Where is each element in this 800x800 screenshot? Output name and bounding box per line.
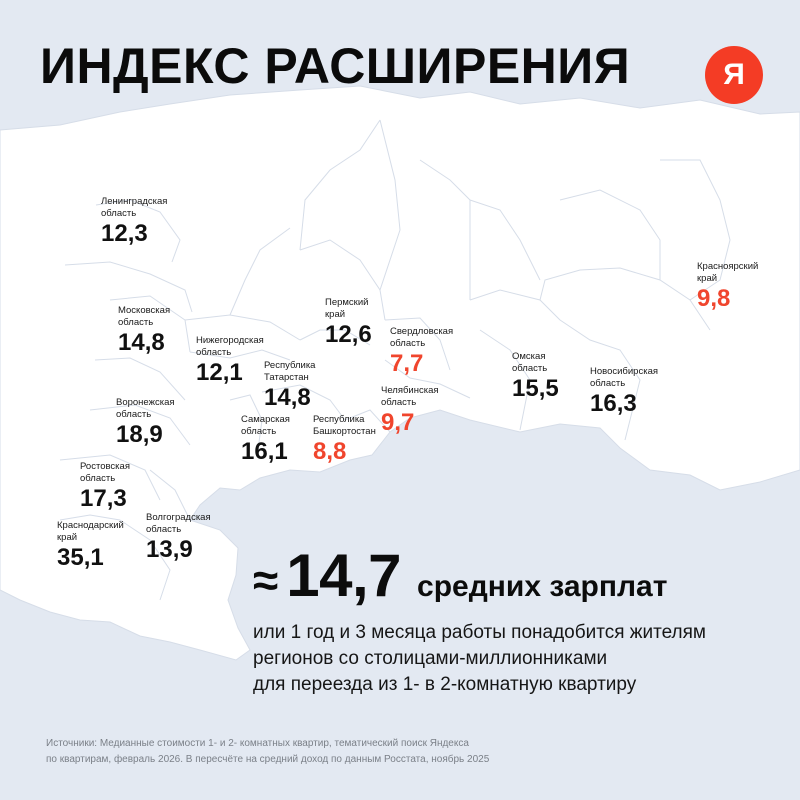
region-name: Омская область <box>512 351 548 374</box>
region-name: Красноярский край <box>697 261 759 284</box>
approx-sign: ≈ <box>253 554 279 606</box>
region-name: Республика Татарстан <box>264 360 316 383</box>
region-leningrad: Ленинградская область 12,3 <box>101 196 167 248</box>
region-bashkortostan: Республика Башкортостан 8,8 <box>313 414 376 466</box>
region-value: 12,3 <box>101 220 148 247</box>
region-value: 9,8 <box>697 285 731 312</box>
region-value: 17,3 <box>80 485 127 512</box>
summary-unit: средних зарплат <box>417 570 668 603</box>
summary-line: регионов со столицами-миллионниками <box>253 648 608 669</box>
region-name: Краснодарский край <box>57 520 124 543</box>
summary-description: или 1 год и 3 месяца работы понадобится … <box>253 620 773 698</box>
region-value: 7,7 <box>390 350 424 377</box>
region-name: Ленинградская область <box>101 196 168 219</box>
region-novosibirsk: Новосибирская область 16,3 <box>590 366 658 418</box>
yandex-logo: Я <box>705 46 763 104</box>
region-value: 14,8 <box>118 329 165 356</box>
region-volgograd: Волгоградская область 13,9 <box>146 512 211 564</box>
region-tatarstan: Республика Татарстан 14,8 <box>264 360 315 412</box>
region-value: 12,6 <box>325 321 372 348</box>
region-name: Республика Башкортостан <box>313 414 376 437</box>
region-rostov: Ростовская область 17,3 <box>80 461 130 513</box>
region-value: 15,5 <box>512 375 559 402</box>
region-sverdlovsk: Свердловская область 7,7 <box>390 326 453 378</box>
region-value: 35,1 <box>57 544 104 571</box>
region-name: Ростовская область <box>80 461 130 484</box>
source-line: Источники: Медианные стоимости 1- и 2- к… <box>46 738 469 749</box>
summary-line: для переезда из 1- в 2-комнатную квартир… <box>253 674 637 695</box>
region-name: Пермский край <box>325 297 369 320</box>
region-krasnoyarsk: Красноярский край 9,8 <box>697 261 758 313</box>
region-name: Воронежская область <box>116 397 175 420</box>
region-value: 12,1 <box>196 359 243 386</box>
region-name: Московская область <box>118 305 171 328</box>
region-moscow: Московская область 14,8 <box>118 305 170 357</box>
logo-letter: Я <box>723 58 745 91</box>
region-omsk: Омская область 15,5 <box>512 351 559 403</box>
region-name: Новосибирская область <box>590 366 658 389</box>
region-value: 9,7 <box>381 409 415 436</box>
region-voronezh: Воронежская область 18,9 <box>116 397 175 449</box>
region-perm: Пермский край 12,6 <box>325 297 372 349</box>
region-name: Свердловская область <box>390 326 454 349</box>
region-name: Волгоградская область <box>146 512 211 535</box>
region-name: Самарская область <box>241 414 290 437</box>
region-samara: Самарская область 16,1 <box>241 414 290 466</box>
summary-line: или 1 год и 3 месяца работы понадобится … <box>253 622 706 643</box>
region-borders <box>59 119 731 601</box>
region-nizhny-novgorod: Нижегородская область 12,1 <box>196 335 264 387</box>
region-value: 16,1 <box>241 438 288 465</box>
source-note: Источники: Медианные стоимости 1- и 2- к… <box>46 736 766 768</box>
land-mass <box>0 85 800 661</box>
region-chelyabinsk: Челябинская область 9,7 <box>381 385 439 437</box>
region-value: 13,9 <box>146 536 193 563</box>
region-name: Челябинская область <box>381 385 439 408</box>
region-value: 18,9 <box>116 421 163 448</box>
page-title: ИНДЕКС РАСШИРЕНИЯ <box>40 38 631 94</box>
region-krasnodar: Краснодарский край 35,1 <box>57 520 124 572</box>
region-value: 8,8 <box>313 438 347 465</box>
region-name: Нижегородская область <box>196 335 264 358</box>
summary-value: 14,7 <box>286 542 402 609</box>
summary-figure: ≈ 14,7 средних зарплат <box>253 541 667 610</box>
source-line: по квартирам, февраль 2026. В пересчёте … <box>46 754 490 765</box>
region-value: 16,3 <box>590 390 637 417</box>
region-value: 14,8 <box>264 384 311 411</box>
